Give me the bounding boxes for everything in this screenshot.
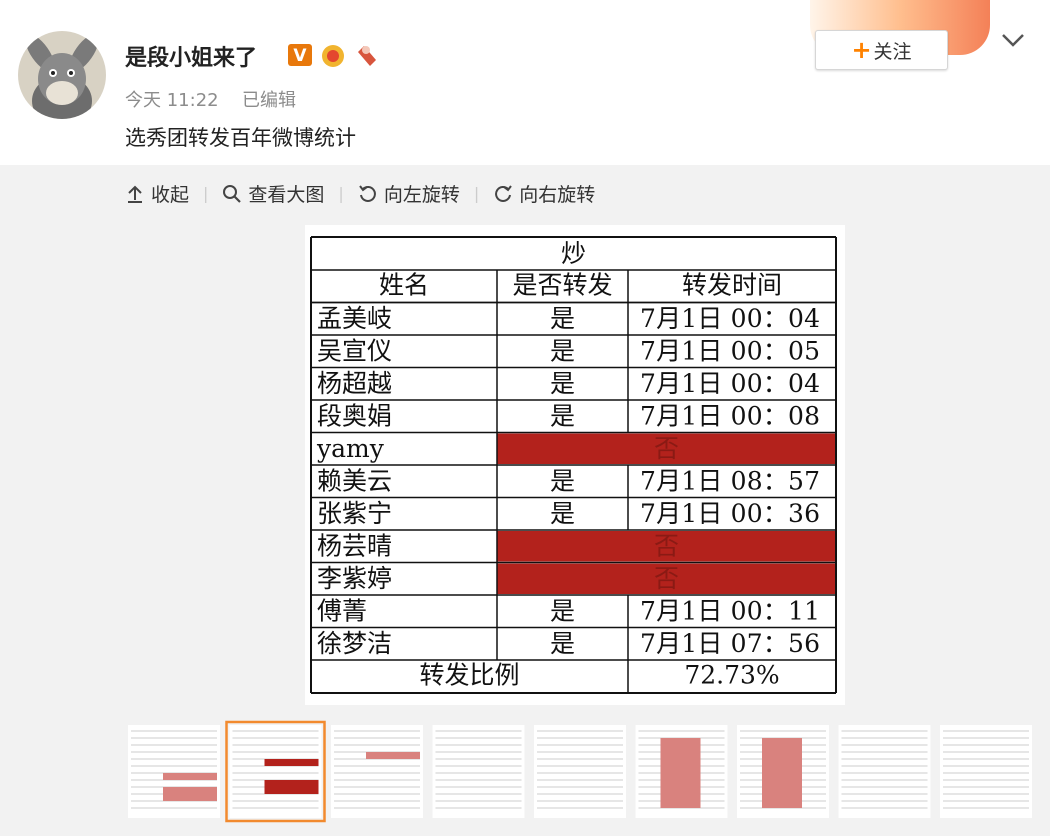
rotate-left[interactable]: 向左旋转 (358, 180, 460, 207)
icon (223, 184, 242, 203)
view-large[interactable]: 查看大图 (222, 180, 324, 207)
cell-name: 杨芸晴 (317, 532, 392, 561)
collapse[interactable]: 收起 (125, 180, 189, 207)
table-title: 炒 (561, 239, 586, 268)
no-cell (497, 531, 836, 562)
rotate-right[interactable]: 向右旋转 (493, 180, 595, 207)
toolbar-label: 向左旋转 (383, 184, 460, 206)
cell-name: 张紫宁 (317, 499, 392, 528)
cell-flag: 否 (654, 532, 679, 561)
cell-flag: 否 (654, 434, 679, 463)
cell-time: 7月1日 00：04 (640, 369, 820, 398)
cell-name: 赖美云 (317, 467, 392, 496)
cell-flag: 是 (550, 369, 575, 398)
toolbar: 收起 | 查看大图 | 向左旋转 | 向右旋转 (125, 180, 595, 207)
avatar[interactable] (18, 31, 106, 119)
no-cell (497, 563, 836, 594)
cell-name: 杨超越 (317, 369, 392, 398)
avatar-image (25, 34, 99, 119)
no-cell (497, 433, 836, 464)
cell-flag: 是 (550, 304, 575, 333)
plus-icon: + (851, 36, 872, 64)
cell-flag: 否 (654, 564, 679, 593)
svg-text:V: V (293, 46, 307, 66)
cell-flag: 是 (550, 467, 575, 496)
cell-flag: 是 (550, 597, 575, 626)
thumbnail[interactable] (331, 725, 423, 818)
cell-name: 孟美岐 (317, 304, 392, 333)
table-header: 是否转发 (512, 271, 612, 300)
table-header: 姓名 (379, 271, 429, 300)
thumbnail[interactable] (432, 725, 525, 818)
cell-name: 李紫婷 (317, 564, 392, 593)
thumbnail[interactable] (225, 720, 326, 823)
toolbar-label: 向右旋转 (519, 184, 596, 206)
thumbnail[interactable] (635, 725, 728, 818)
icon (359, 184, 376, 202)
cell-name: yamy (316, 434, 385, 463)
thumbnail[interactable] (737, 725, 829, 818)
cell-time: 7月1日 00：11 (640, 597, 820, 626)
table-header: 转发时间 (682, 271, 782, 300)
cell-flag: 是 (550, 499, 575, 528)
edited-label: 已编辑 (242, 90, 296, 111)
table-image: 炒姓名 是否转发 转发时间孟美岐是 7月1日 00：04吴宣仪是 7月1日 00：05杨… (305, 225, 845, 705)
follow-button[interactable]: + 关注 (815, 30, 948, 70)
thumbnail[interactable] (940, 725, 1032, 818)
cell-flag: 是 (550, 402, 575, 431)
more-menu[interactable] (1000, 30, 1026, 50)
footer-label: 转发比例 (419, 661, 519, 690)
badges: V (288, 44, 376, 67)
cell-name: 徐梦洁 (317, 629, 392, 658)
post-header: 是段小姐来了 V 今天 11:22 已编辑 选秀团转发百年微博统计 + 关注 (0, 0, 1050, 165)
footer-value: 72.73% (684, 661, 779, 690)
cell-time: 7月1日 00：36 (640, 499, 820, 528)
cell-flag: 是 (550, 337, 575, 366)
thumbnail[interactable] (128, 725, 220, 818)
cell-name: 段奥娟 (317, 402, 392, 431)
icon (495, 184, 513, 202)
icon (128, 185, 142, 203)
cell-time: 7月1日 07：56 (640, 629, 820, 658)
cell-time: 7月1日 08：57 (640, 467, 820, 496)
thumbnail[interactable] (838, 725, 931, 818)
follow-label: 关注 (873, 40, 912, 63)
post-text: 选秀团转发百年微博统计 (125, 126, 356, 150)
toolbar-label: 查看大图 (248, 184, 325, 206)
cell-time: 7月1日 00：05 (640, 337, 820, 366)
cell-time: 7月1日 00：04 (640, 304, 820, 333)
cell-name: 傅菁 (317, 597, 367, 626)
cell-name: 吴宣仪 (317, 337, 392, 366)
thumbnail[interactable] (534, 725, 626, 818)
toolbar-label: 收起 (151, 184, 190, 206)
author-name[interactable]: 是段小姐来了 (125, 46, 258, 71)
cell-flag: 是 (550, 629, 575, 658)
post-time: 今天 11:22 (125, 90, 219, 111)
cell-time: 7月1日 00：08 (640, 402, 820, 431)
